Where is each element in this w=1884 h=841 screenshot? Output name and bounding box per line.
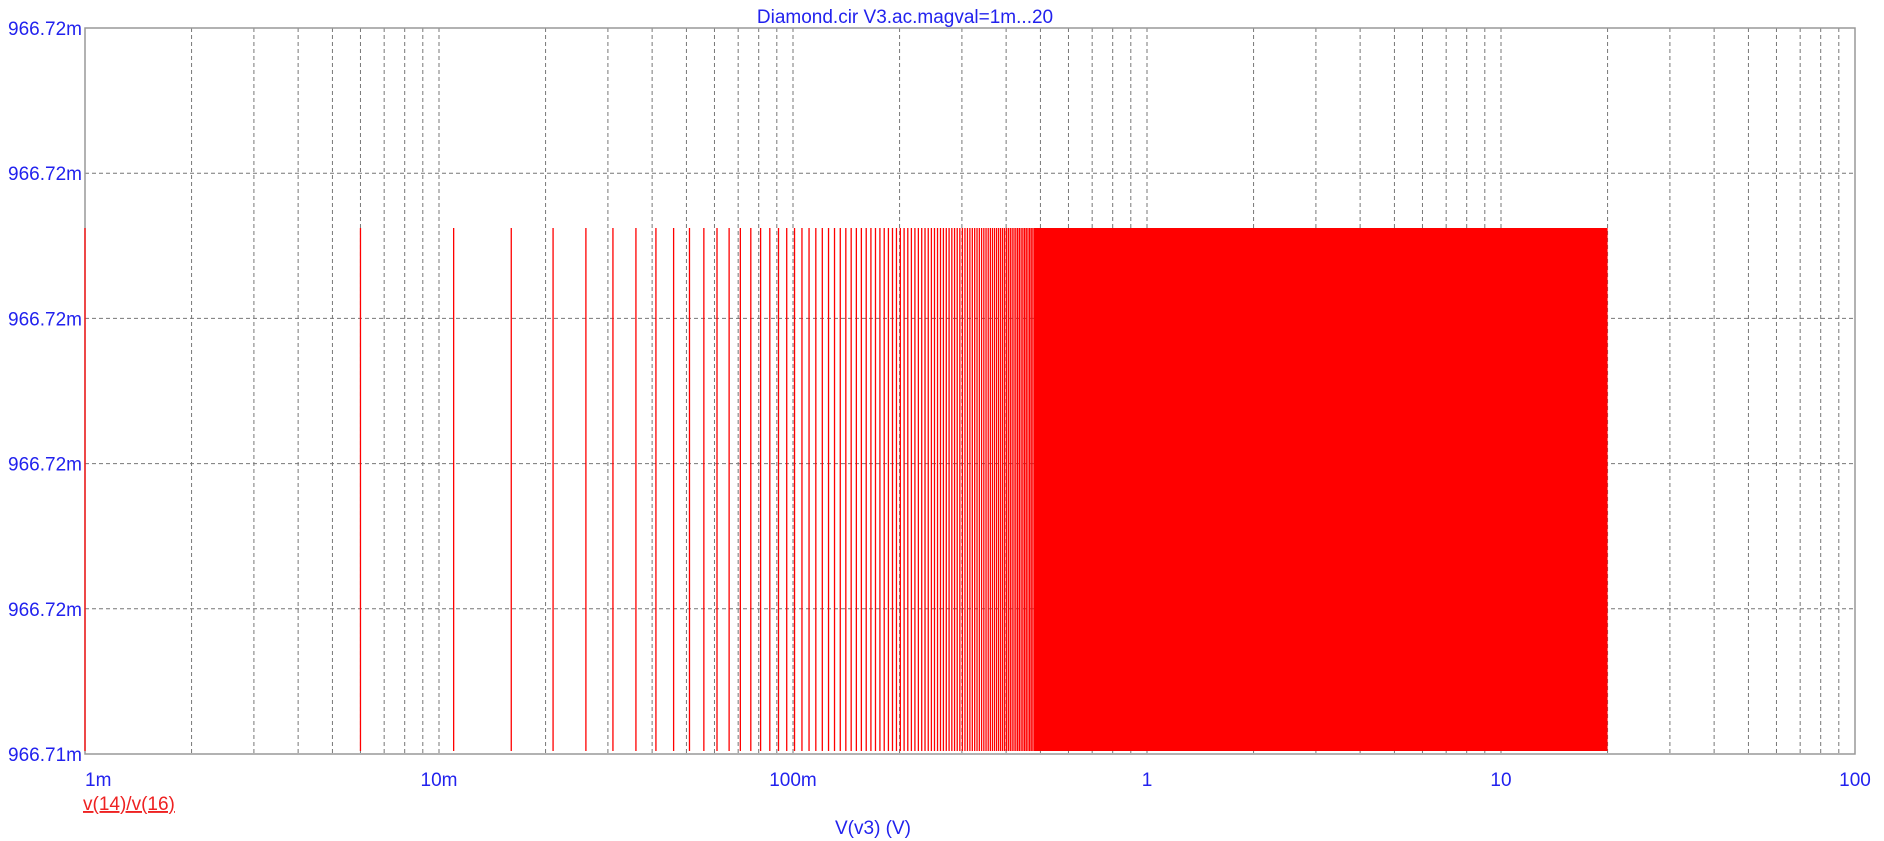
y-tick-label: 966.72m [8,19,82,40]
x-tick-label: 100 [1839,770,1871,791]
y-tick-label: 966.72m [8,309,82,330]
x-tick-labels: 1m 10m 100m 1 10 100 [85,770,1871,791]
legend-trace-label[interactable]: v(14)/v(16) [83,794,175,815]
x-tick-label: 1 [1142,770,1153,791]
x-axis-label: V(v3) (V) [835,818,911,839]
y-tick-label: 966.71m [8,745,82,766]
x-tick-label: 100m [769,770,817,791]
trace-dense-region [1034,228,1608,751]
y-tick-label: 966.72m [8,164,82,185]
x-tick-label: 1m [85,770,111,791]
trace-v14-v16 [84,228,1608,751]
chart-title: Diamond.cir V3.ac.magval=1m...20 [757,7,1053,28]
x-tick-label: 10m [421,770,458,791]
y-tick-labels: 966.72m 966.72m 966.72m 966.72m 966.72m 966.7… [8,19,82,766]
x-tick-label: 10 [1490,770,1511,791]
y-tick-label: 966.72m [8,600,82,621]
y-tick-label: 966.72m [8,455,82,476]
